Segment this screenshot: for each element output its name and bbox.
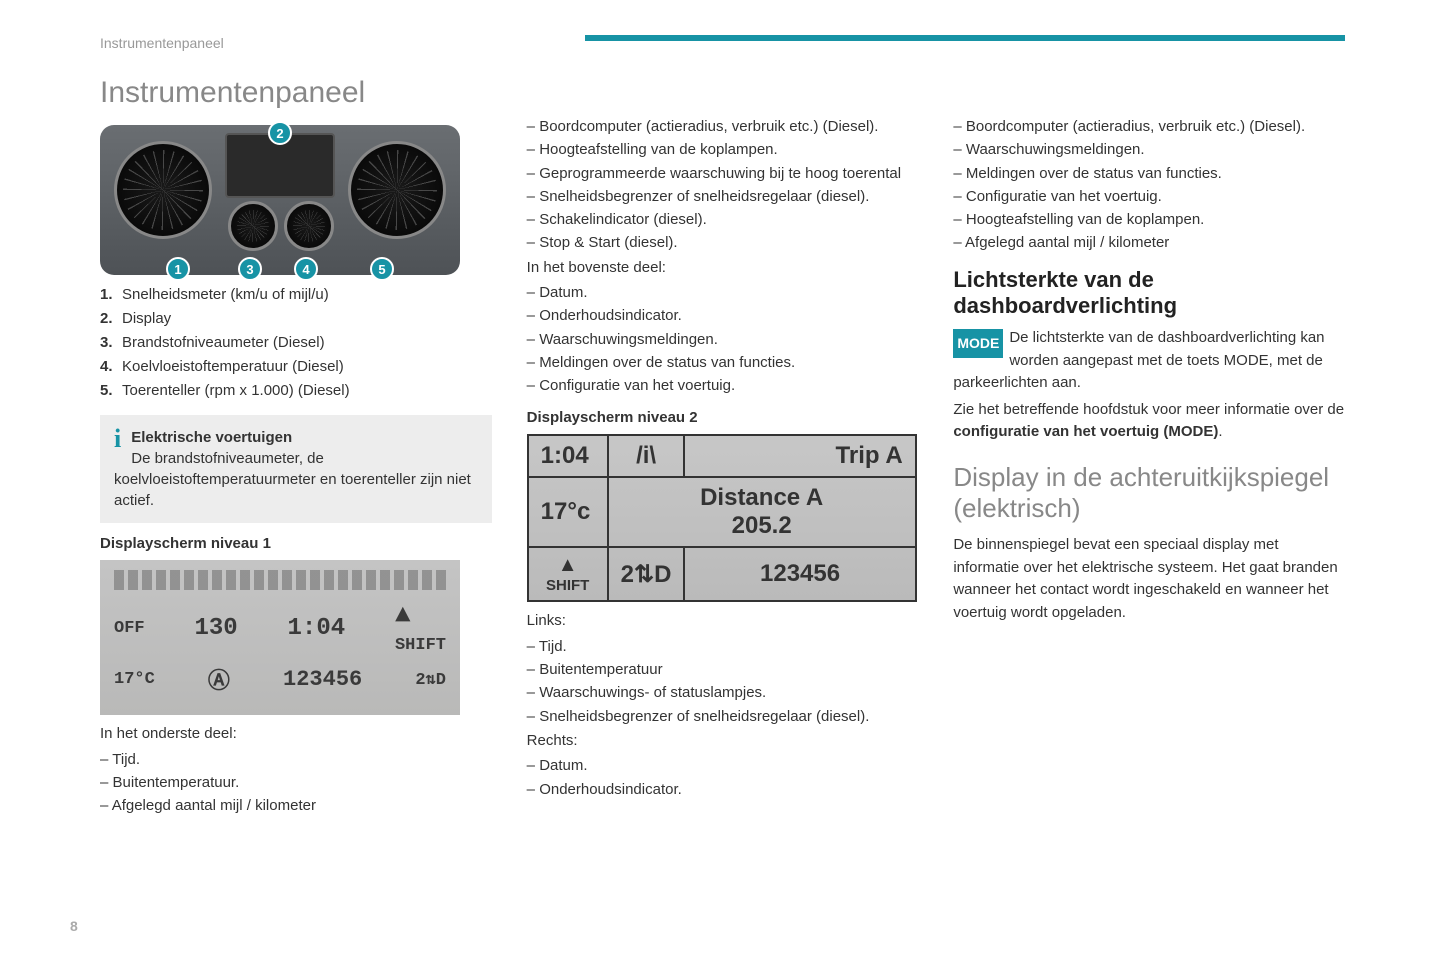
list-item: Schakelindicator (diesel). — [527, 208, 919, 231]
lcd2-odo: 123456 — [684, 547, 915, 601]
lcd2-time: 1:04 — [528, 435, 608, 477]
list-item: Waarschuwings- of statuslampjes. — [527, 681, 919, 704]
callout-2: 2 — [268, 121, 292, 145]
lcd-odo: 123456 — [283, 667, 362, 692]
list-item: Onderhoudsindicator. — [527, 304, 919, 327]
list-item: Tijd. — [100, 748, 492, 771]
speedometer-gauge — [114, 141, 212, 239]
level2-heading: Displayscherm niveau 2 — [527, 409, 919, 426]
lcd-shift: SHIFT — [395, 636, 446, 655]
legend-list: 1.Snelheidsmeter (km/u of mijl/u) 2.Disp… — [100, 283, 492, 403]
display-level1-figure: OFF 130 1:04 ▲ SHIFT 17°C Ⓐ 123456 2⇅D — [100, 560, 460, 715]
lcd-off: OFF — [114, 619, 145, 638]
list-item: Geprogrammeerde waarschuwing bij te hoog… — [527, 162, 919, 185]
links-label: Links: — [527, 610, 919, 633]
rechts-label: Rechts: — [527, 730, 919, 753]
legend-item: 3.Brandstofniveaumeter (Diesel) — [100, 331, 492, 355]
list-item: Afgelegd aantal mijl / kilometer — [100, 794, 492, 817]
list-item: Waarschuwingsmeldingen. — [527, 328, 919, 351]
page-number: 8 — [70, 918, 78, 934]
list-item: Configuratie van het voertuig. — [953, 185, 1345, 208]
legend-item: 4.Koelvloeistoftemperatuur (Diesel) — [100, 355, 492, 379]
lcd2-dist-val: 205.2 — [732, 512, 792, 539]
lcd-pixel-row — [114, 570, 446, 590]
display-level2-figure: 1:04 /i\ Trip A 17°c Distance A205.2 ▲SH… — [527, 434, 917, 602]
list-item: Waarschuwingsmeldingen. — [953, 138, 1345, 161]
list-item: Afgelegd aantal mijl / kilometer — [953, 231, 1345, 254]
list-item: Hoogteafstelling van de koplampen. — [527, 138, 919, 161]
list-item: Onderhoudsindicator. — [527, 778, 919, 801]
lcd2-warning-icon: /i\ — [608, 435, 685, 477]
mirror-display-heading: Display in de achteruitkijkspiegel (elek… — [953, 462, 1345, 524]
callout-4: 4 — [294, 257, 318, 281]
lcd-gear: Ⓐ — [208, 663, 230, 695]
list-item: Meldingen over de status van functies. — [953, 162, 1345, 185]
links-list: Tijd. Buitentemperatuur Waarschuwings- o… — [527, 635, 919, 728]
list-item: Snelheidsbegrenzer of snelheidsregelaar … — [527, 185, 919, 208]
lcd2-dist-label: Distance A — [700, 484, 823, 511]
column-1: Instrumentenpaneel 1 2 3 4 5 1.Snelheids… — [100, 71, 492, 819]
lcd2-gear: 2⇅D — [608, 547, 685, 601]
info-icon: i — [114, 427, 121, 450]
bottom-list: Tijd. Buitentemperatuur. Afgelegd aantal… — [100, 748, 492, 818]
page-title: Instrumentenpaneel — [100, 76, 492, 110]
lcd2-temp: 17°c — [528, 477, 608, 547]
column-3: Boordcomputer (actieradius, verbruik etc… — [953, 71, 1345, 819]
col2-upper-list: Datum. Onderhoudsindicator. Waarschuwing… — [527, 281, 919, 397]
info-box: i Elektrische voertuigen De brandstofniv… — [100, 415, 492, 523]
callout-1: 1 — [166, 257, 190, 281]
upper-label: In het bovenste deel: — [527, 257, 919, 280]
list-item: Hoogteafstelling van de koplampen. — [953, 208, 1345, 231]
mode-badge: MODE — [953, 329, 1003, 358]
shift-arrow-icon: ▲ — [558, 554, 578, 576]
mirror-paragraph: De binnenspiegel bevat een speciaal disp… — [953, 534, 1345, 624]
list-item: Tijd. — [527, 635, 919, 658]
list-item: Buitentemperatuur — [527, 658, 919, 681]
callout-3: 3 — [238, 257, 262, 281]
list-item: Snelheidsbegrenzer of snelheidsregelaar … — [527, 705, 919, 728]
list-item: Boordcomputer (actieradius, verbruik etc… — [527, 115, 919, 138]
fuel-gauge — [228, 201, 278, 251]
header-accent-bar — [585, 35, 1345, 41]
tachometer-gauge — [348, 141, 446, 239]
lcd2-trip: Trip A — [684, 435, 915, 477]
list-item: Datum. — [527, 281, 919, 304]
legend-item: 5.Toerenteller (rpm x 1.000) (Diesel) — [100, 379, 492, 403]
callout-5: 5 — [370, 257, 394, 281]
list-item: Boordcomputer (actieradius, verbruik etc… — [953, 115, 1345, 138]
brightness-heading: Lichtsterkte van de dashboardverlichting — [953, 267, 1345, 320]
lcd2-shift: SHIFT — [546, 577, 589, 594]
content-columns: Instrumentenpaneel 1 2 3 4 5 1.Snelheids… — [100, 71, 1345, 819]
temp-gauge — [284, 201, 334, 251]
column-2: Boordcomputer (actieradius, verbruik etc… — [527, 71, 919, 819]
bottom-label: In het onderste deel: — [100, 723, 492, 746]
shift-arrow-icon: ▲ — [395, 600, 411, 630]
instrument-cluster-figure: 1 2 3 4 5 — [100, 125, 460, 275]
lcd-mode: 2⇅D — [415, 669, 446, 690]
legend-item: 2.Display — [100, 307, 492, 331]
info-title: Elektrische voertuigen — [131, 429, 292, 446]
lcd-time: 1:04 — [288, 615, 346, 642]
col3-top-list: Boordcomputer (actieradius, verbruik etc… — [953, 115, 1345, 255]
mode-text: De lichtsterkte van de dashboardverlicht… — [953, 329, 1324, 391]
legend-item: 1.Snelheidsmeter (km/u of mijl/u) — [100, 283, 492, 307]
mode-paragraph-2: Zie het betreffende hoofdstuk voor meer … — [953, 399, 1345, 444]
list-item: Buitentemperatuur. — [100, 771, 492, 794]
lcd-temp: 17°C — [114, 670, 155, 689]
list-item: Meldingen over de status van functies. — [527, 351, 919, 374]
rechts-list: Datum. Onderhoudsindicator. — [527, 754, 919, 801]
list-item: Stop & Start (diesel). — [527, 231, 919, 254]
lcd-speed: 130 — [194, 615, 237, 642]
mode-paragraph: MODE De lichtsterkte van de dashboardver… — [953, 327, 1345, 395]
col2-top-list: Boordcomputer (actieradius, verbruik etc… — [527, 115, 919, 255]
level1-heading: Displayscherm niveau 1 — [100, 535, 492, 552]
mode-bold: configuratie van het voertuig (MODE) — [953, 423, 1218, 440]
list-item: Configuratie van het voertuig. — [527, 374, 919, 397]
list-item: Datum. — [527, 754, 919, 777]
info-body: De brandstofniveaumeter, de koelvloeisto… — [114, 450, 471, 509]
